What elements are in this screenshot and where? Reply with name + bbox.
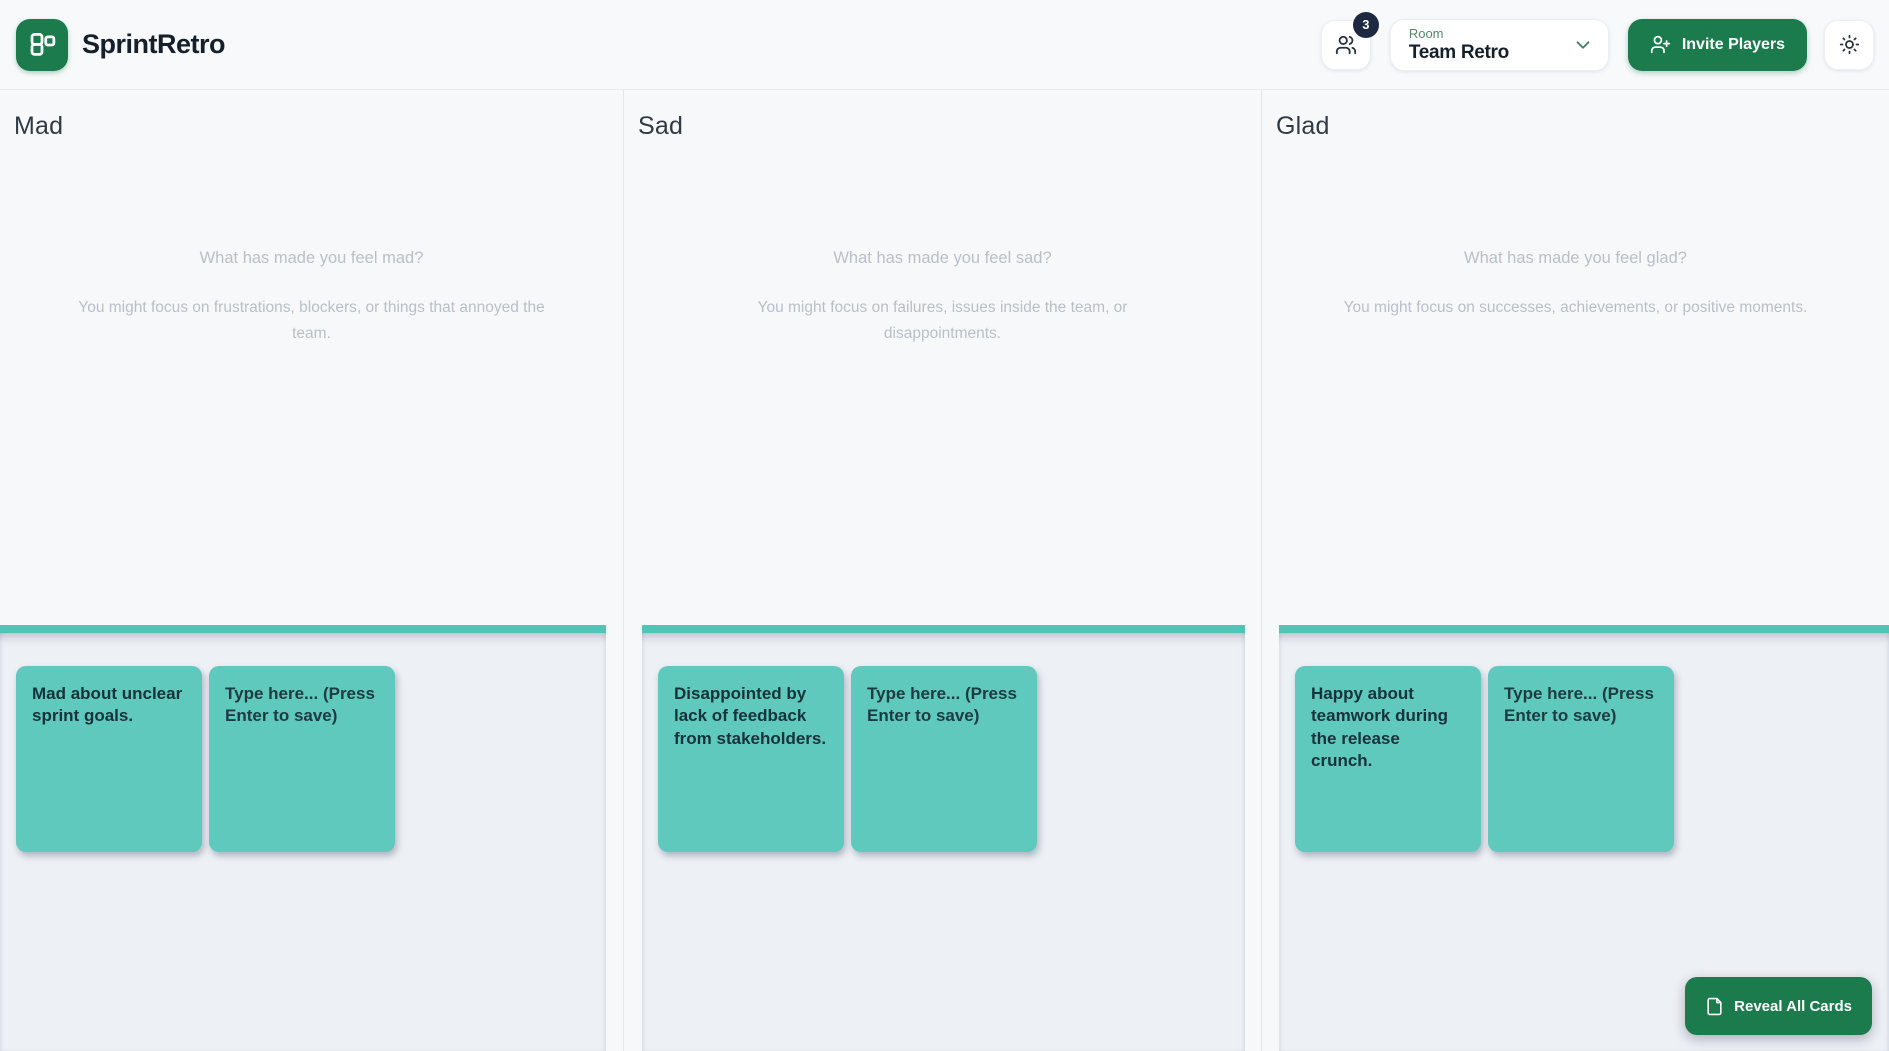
sun-icon <box>1839 34 1860 55</box>
app-header: SprintRetro 3 Room Team Retro <box>0 0 1889 90</box>
placeholder-hint: You might focus on failures, issues insi… <box>757 299 1128 343</box>
chevron-down-icon <box>1572 34 1594 56</box>
placeholder-question: What has made you feel glad? <box>1464 249 1687 267</box>
tray-body: Mad about unclear sprint goals. <box>0 633 606 1051</box>
file-icon <box>1705 997 1724 1016</box>
column-placeholder: What has made you feel glad? You might f… <box>1276 249 1875 321</box>
column-sad: Sad What has made you feel sad? You migh… <box>624 90 1262 1051</box>
column-title: Glad <box>1276 112 1330 140</box>
card-tray: Disappointed by lack of feedback from st… <box>642 625 1245 1051</box>
reveal-all-cards-button[interactable]: Reveal All Cards <box>1685 977 1872 1035</box>
tray-accent-strip <box>0 625 606 633</box>
placeholder-question: What has made you feel sad? <box>833 249 1052 267</box>
tray-accent-strip <box>1279 625 1889 633</box>
room-label: Room <box>1408 25 1444 41</box>
brand: SprintRetro <box>16 18 226 71</box>
new-card-input[interactable] <box>851 666 1037 852</box>
room-texts: Room Team Retro <box>1409 26 1509 64</box>
column-title: Mad <box>14 112 64 140</box>
column-mad: Mad What has made you feel mad? You migh… <box>0 90 624 1051</box>
room-selector[interactable]: Room Team Retro <box>1389 18 1609 71</box>
column-placeholder: What has made you feel sad? You might fo… <box>638 249 1247 348</box>
new-card-input[interactable] <box>1488 666 1674 852</box>
retro-board: Mad What has made you feel mad? You migh… <box>0 90 1889 1051</box>
placeholder-hint: You might focus on successes, achievemen… <box>1343 299 1808 316</box>
user-plus-icon <box>1650 34 1671 55</box>
room-value: Team Retro <box>1408 41 1509 63</box>
app-logo <box>16 18 68 71</box>
theme-toggle-button[interactable] <box>1824 19 1874 70</box>
app-title: SprintRetro <box>82 29 226 59</box>
invite-players-button[interactable]: Invite Players <box>1627 18 1807 71</box>
players-button[interactable]: 3 <box>1320 11 1379 70</box>
kanban-grid-icon <box>27 30 57 60</box>
placeholder-question: What has made you feel mad? <box>199 249 424 267</box>
retro-card[interactable]: Happy about teamwork during the release … <box>1295 666 1481 852</box>
users-icon <box>1335 34 1357 56</box>
tray-accent-strip <box>642 625 1245 633</box>
invite-players-label: Invite Players <box>1681 35 1785 53</box>
players-count-badge: 3 <box>1352 11 1379 38</box>
column-title: Sad <box>638 112 684 140</box>
column-glad: Glad What has made you feel glad? You mi… <box>1262 90 1889 1051</box>
reveal-all-cards-label: Reveal All Cards <box>1734 997 1852 1015</box>
new-card-input[interactable] <box>209 666 395 852</box>
retro-card[interactable]: Disappointed by lack of feedback from st… <box>658 666 844 852</box>
retro-card[interactable]: Mad about unclear sprint goals. <box>16 666 202 852</box>
placeholder-hint: You might focus on frustrations, blocker… <box>78 299 545 343</box>
header-actions: 3 Room Team Retro Invit <box>1320 11 1874 71</box>
card-tray: Mad about unclear sprint goals. <box>0 625 606 1051</box>
column-placeholder: What has made you feel mad? You might fo… <box>14 249 609 348</box>
tray-body: Disappointed by lack of feedback from st… <box>642 633 1245 1051</box>
